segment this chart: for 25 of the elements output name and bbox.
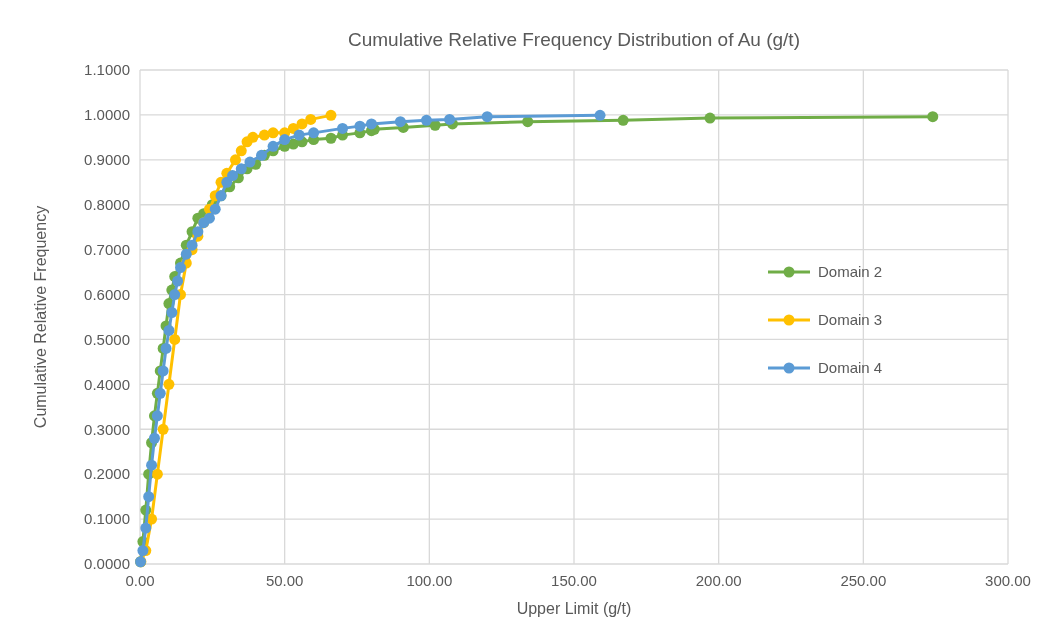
x-tick-label: 250.00 [840,572,887,589]
legend-label: Domain 3 [818,311,883,329]
x-tick-label: 50.00 [265,572,304,589]
y-tick-label: 0.9000 [84,151,130,169]
y-tick-label: 0.5000 [84,330,130,348]
x-tick-label: 100.00 [406,572,453,589]
y-axis-title: Cumulative Relative Frequency [32,205,49,429]
y-tick-label: 0.3000 [84,420,130,438]
y-tick-label: 0.6000 [84,285,130,303]
y-tick-label: 0.4000 [84,375,130,393]
x-tick-label: 300.00 [985,572,1031,589]
y-tick-label: 1.1000 [84,61,130,79]
legend-label: Domain 4 [818,359,883,377]
x-axis-title: Upper Limit (g/t) [516,600,632,617]
y-tick-label: 0.0000 [84,555,130,573]
y-tick-label: 1.0000 [84,106,130,124]
y-tick-label: 0.2000 [84,465,130,483]
legend-label: Domain 2 [818,263,883,281]
y-tick-label: 0.7000 [84,240,130,258]
y-tick-label: 0.8000 [84,195,130,213]
chart-title: Cumulative Relative Frequency Distribution of Au (g/t) [348,29,800,50]
y-tick-label: 0.1000 [84,510,130,528]
x-tick-label: 0.00 [125,572,155,589]
x-tick-label: 200.00 [695,572,742,589]
x-tick-label: 150.00 [551,572,597,589]
